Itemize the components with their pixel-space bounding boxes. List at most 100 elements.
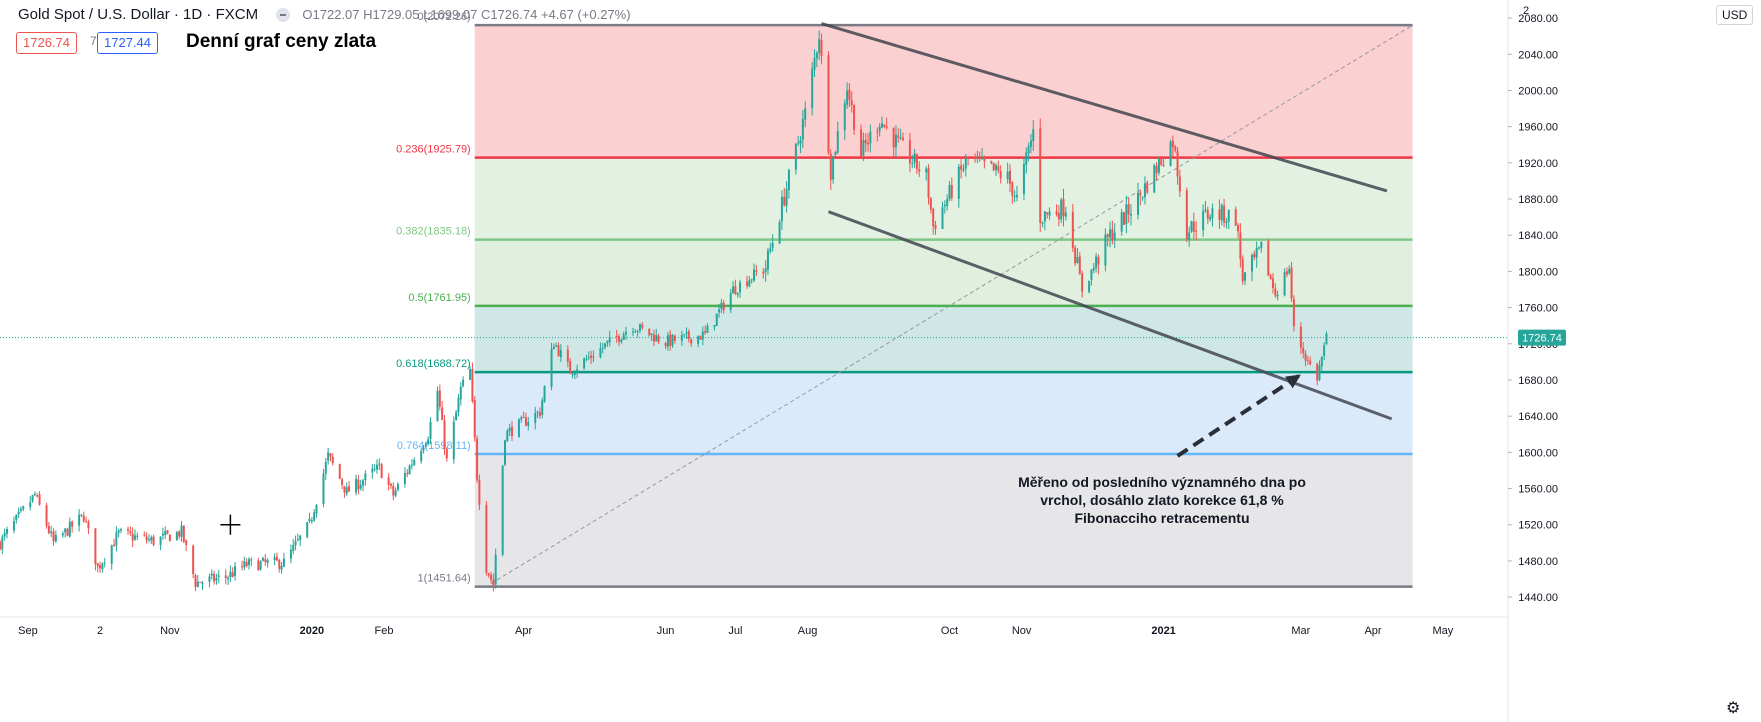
candle-body: [794, 143, 797, 170]
candle: [1046, 212, 1049, 219]
candle: [96, 563, 99, 573]
sell-price-button[interactable]: 1726.74: [16, 32, 77, 54]
candle-body: [1157, 159, 1160, 173]
candle-body: [1015, 194, 1018, 198]
candle-body: [1285, 271, 1288, 275]
candle-body: [115, 532, 118, 546]
candle-body: [1174, 146, 1177, 151]
candle: [1048, 207, 1051, 220]
candle: [950, 177, 953, 201]
candle: [445, 447, 448, 462]
candle: [538, 407, 541, 419]
candle-body: [587, 356, 590, 358]
candle-body: [583, 358, 586, 369]
fibonacci-retracement[interactable]: 0(2072.26) 0.236(1925.79) 0.382(1835.18) 0.…: [396, 11, 1413, 588]
candle: [389, 482, 392, 490]
candle: [1120, 208, 1123, 236]
candle-body: [813, 58, 816, 70]
candle: [829, 148, 832, 190]
candle-body: [110, 545, 113, 564]
candle-body: [520, 417, 523, 420]
arrow-head[interactable]: [1285, 374, 1301, 389]
candle: [501, 465, 504, 557]
candle-body: [1041, 222, 1044, 224]
candle-body: [82, 515, 85, 522]
candle: [71, 520, 74, 533]
candle-body: [31, 495, 34, 502]
trendline-lower[interactable]: [827, 210, 1393, 421]
buy-price-button[interactable]: 1727.44: [97, 32, 158, 54]
candle: [929, 196, 932, 214]
candle: [943, 200, 946, 214]
candle-body: [1316, 363, 1319, 381]
current-price-badge-bg: [1518, 329, 1566, 346]
candle: [911, 154, 914, 169]
candle: [1078, 251, 1081, 275]
candle-body: [1192, 221, 1195, 232]
candle-body: [715, 313, 718, 326]
candle: [1285, 267, 1288, 278]
candle-body: [541, 400, 544, 415]
symbol-title[interactable]: Gold Spot / U.S. Dollar · 1D · FXCM: [18, 6, 259, 23]
candle-body: [217, 575, 220, 577]
candle-body: [424, 443, 427, 447]
candle: [1025, 147, 1028, 174]
candle: [50, 525, 53, 538]
candle-body: [396, 484, 399, 490]
arrow-shaft[interactable]: [1176, 372, 1302, 458]
candle: [827, 51, 830, 155]
candle-body: [706, 325, 709, 333]
candle-body: [753, 269, 755, 281]
candle: [997, 160, 1000, 174]
candle: [1237, 222, 1240, 239]
candle: [1169, 139, 1172, 167]
candle: [697, 335, 700, 348]
candle: [683, 333, 686, 338]
candle: [196, 574, 199, 588]
candle-body: [827, 55, 830, 153]
candle: [1081, 270, 1084, 298]
candle-body: [848, 89, 851, 100]
candle-body: [1136, 192, 1139, 215]
candle-body: [697, 336, 700, 344]
y-tick-label: 1680.00: [1518, 375, 1558, 387]
candle: [1106, 233, 1109, 247]
candle: [785, 181, 788, 213]
candle-body: [1046, 212, 1049, 215]
candle: [1211, 203, 1214, 227]
candle-body: [999, 171, 1002, 179]
candle: [604, 343, 607, 350]
candle-body: [250, 559, 253, 561]
candle: [569, 358, 572, 374]
candle: [615, 329, 618, 343]
candle: [885, 117, 888, 130]
candle: [296, 533, 299, 542]
trendline-channel[interactable]: [821, 22, 1393, 421]
visibility-icon[interactable]: [276, 8, 291, 23]
candle-body: [243, 561, 246, 568]
x-tick-label: Nov: [160, 625, 180, 637]
candle: [278, 558, 281, 573]
candle-body: [1048, 211, 1051, 216]
candle: [899, 128, 902, 140]
candle: [1251, 253, 1254, 282]
candle-body: [50, 531, 53, 534]
candle-body: [899, 137, 902, 139]
chart-annotation[interactable]: Měřeno od posledního významného dna po vr…: [1018, 474, 1306, 526]
candle: [115, 526, 118, 552]
candle-body: [441, 407, 444, 421]
trendline-upper[interactable]: [821, 22, 1388, 193]
candle-body: [1223, 205, 1226, 223]
annotation-arrow[interactable]: [1176, 372, 1302, 458]
candle-body: [1309, 360, 1312, 365]
candle: [1146, 180, 1149, 195]
candle: [1283, 268, 1286, 297]
candle-body: [804, 108, 807, 120]
candle: [590, 350, 593, 364]
currency-button[interactable]: USD: [1716, 5, 1754, 25]
candle-body: [201, 582, 204, 585]
candle-body: [1257, 247, 1260, 249]
gear-icon[interactable]: ⚙: [1726, 700, 1741, 717]
candle-body: [590, 355, 593, 358]
